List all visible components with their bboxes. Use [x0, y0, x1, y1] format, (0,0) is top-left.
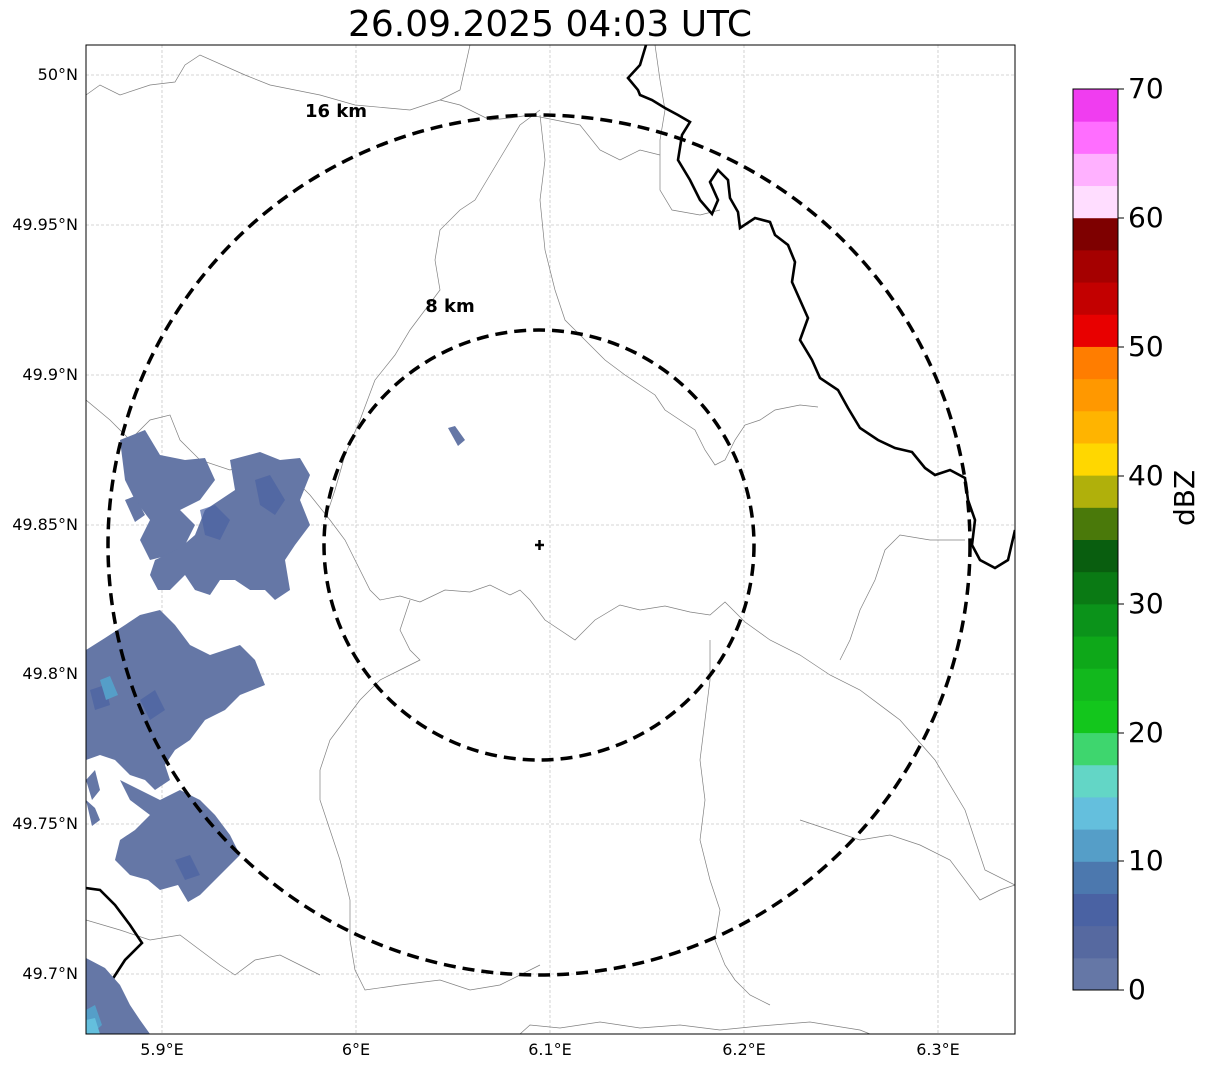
colorbar-segment [1073, 249, 1118, 283]
colorbar-segment [1073, 925, 1118, 959]
x-tick-label: 6.1°E [528, 1040, 572, 1059]
colorbar-segment [1073, 829, 1118, 862]
ring-label-8km: 8 km [425, 296, 475, 317]
colorbar-segment [1073, 217, 1118, 251]
colorbar-tick-label: 20 [1128, 716, 1164, 749]
colorbar-tick-label: 0 [1128, 973, 1146, 1006]
colorbar-tick-marks [1118, 88, 1124, 991]
x-tick-label: 5.9°E [140, 1040, 184, 1059]
y-tick-label: 49.85°N [12, 515, 78, 534]
colorbar-segment [1073, 539, 1118, 573]
colorbar-segment [1073, 668, 1118, 701]
x-tick-label: 6.2°E [722, 1040, 766, 1059]
colorbar-segment [1073, 571, 1118, 605]
y-tick-label: 49.95°N [12, 215, 78, 234]
colorbar-segment [1073, 442, 1118, 476]
colorbar-segment [1073, 893, 1118, 927]
colorbar-tick-label: 10 [1128, 844, 1164, 877]
colorbar-segment [1073, 153, 1118, 187]
range-ring-16km [106, 113, 972, 977]
range-rings [106, 113, 972, 977]
colorbar-segment [1073, 475, 1118, 508]
colorbar [1073, 89, 1118, 991]
ring-label-16km: 16 km [305, 101, 367, 122]
colorbar-segment [1073, 764, 1118, 798]
colorbar-segment [1073, 378, 1118, 412]
colorbar-segment [1073, 796, 1118, 830]
colorbar-segment [1073, 410, 1118, 444]
colorbar-segment [1073, 861, 1118, 894]
colorbar-segment [1073, 603, 1118, 637]
y-tick-label: 49.9°N [22, 365, 78, 384]
colorbar-segment [1073, 346, 1118, 380]
colorbar-tick-label: 50 [1128, 330, 1164, 363]
y-tick-label: 49.75°N [12, 814, 78, 833]
y-tick-label: 50°N [37, 65, 78, 84]
map-title: 26.09.2025 04:03 UTC [347, 4, 753, 45]
radar-site-marker [535, 540, 544, 550]
colorbar-tick-label: 40 [1128, 459, 1164, 492]
x-tick-label: 6°E [341, 1040, 371, 1059]
colorbar-segment [1073, 957, 1118, 991]
y-tick-label: 49.7°N [22, 964, 78, 983]
colorbar-segment [1073, 314, 1118, 347]
radar-echoes-cyan [86, 1018, 100, 1034]
colorbar-tick-label: 30 [1128, 587, 1164, 620]
colorbar-segment [1073, 282, 1118, 315]
colorbar-label: dBZ [1168, 469, 1201, 526]
map-frame [85, 44, 1016, 1035]
colorbar-segment [1073, 636, 1118, 669]
colorbar-tick-label: 60 [1128, 201, 1164, 234]
x-tick-label: 6.3°E [916, 1040, 960, 1059]
colorbar-tick-label: 70 [1128, 72, 1164, 105]
range-ring-8km [322, 328, 756, 762]
colorbar-segment [1073, 700, 1118, 734]
colorbar-segment [1073, 121, 1118, 154]
admin-boundaries [86, 45, 1015, 1034]
colorbar-segment [1073, 507, 1118, 540]
colorbar-segment [1073, 732, 1118, 766]
y-tick-label: 49.8°N [22, 664, 78, 683]
colorbar-segment [1073, 89, 1118, 122]
colorbar-frame [1072, 88, 1119, 991]
colorbar-segment [1073, 185, 1118, 219]
